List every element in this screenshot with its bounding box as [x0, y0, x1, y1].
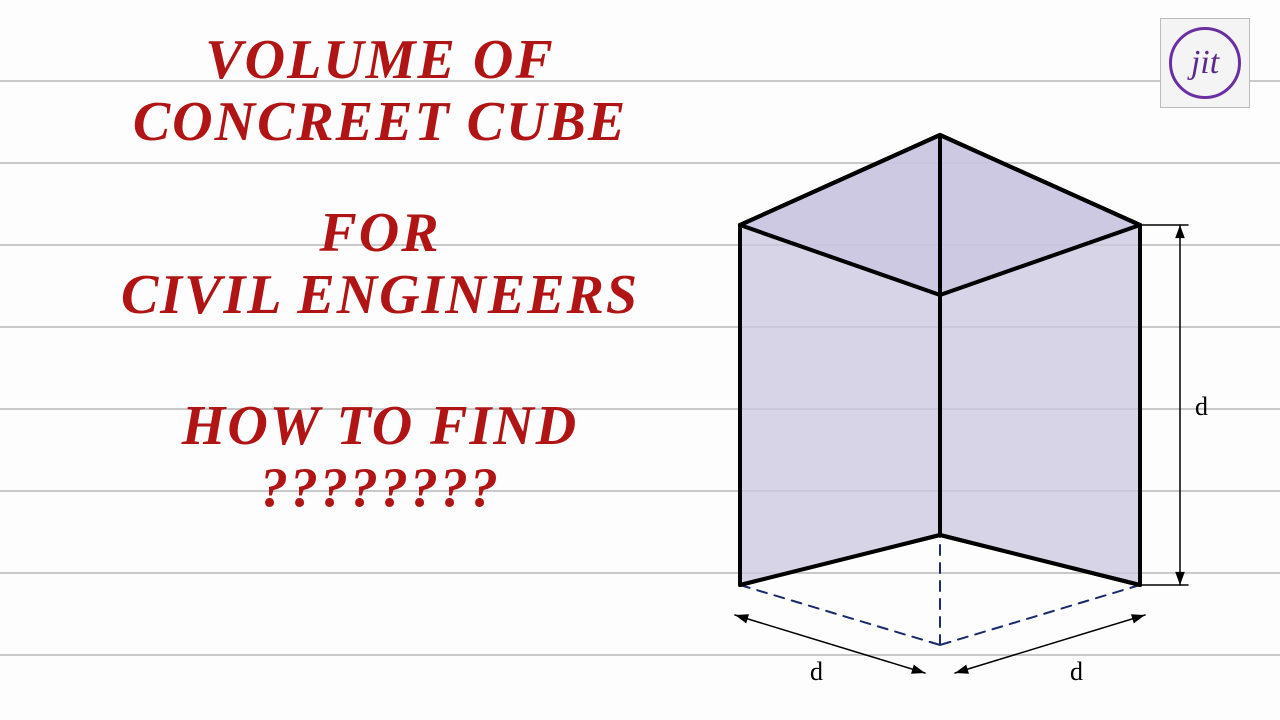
title-line: CONCREET CUBE [100, 92, 660, 154]
title-block: VOLUME OFCONCREET CUBE FORCIVIL ENGINEERS… [100, 30, 660, 520]
logo-text: jit [1169, 27, 1241, 99]
channel-logo: jit [1160, 18, 1250, 108]
title-line [100, 326, 660, 396]
title-line: ???????? [100, 458, 660, 520]
title-line: HOW TO FIND [100, 396, 660, 458]
title-line: CIVIL ENGINEERS [100, 265, 660, 327]
svg-text:d: d [810, 657, 823, 686]
title-line [100, 153, 660, 203]
cube-diagram: ddd [680, 105, 1240, 665]
svg-text:d: d [1195, 392, 1208, 421]
title-line: FOR [100, 203, 660, 265]
title-line: VOLUME OF [100, 30, 660, 92]
svg-text:d: d [1070, 657, 1083, 686]
